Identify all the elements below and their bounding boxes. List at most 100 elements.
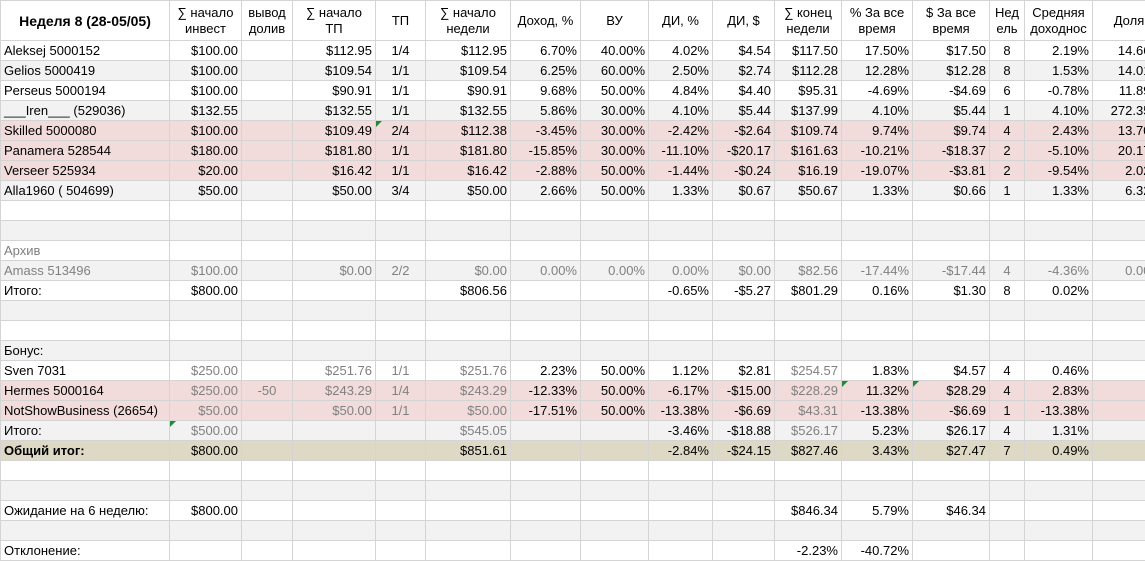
- cell-tp[interactable]: [376, 501, 426, 521]
- cell-vu[interactable]: 40.00%: [581, 41, 649, 61]
- cell-di-usd[interactable]: [713, 541, 775, 561]
- cell-vu[interactable]: [581, 281, 649, 301]
- col-header[interactable]: ∑ начало ТП: [293, 1, 376, 41]
- cell-vu[interactable]: [581, 501, 649, 521]
- cell-di-usd[interactable]: -$18.88: [713, 421, 775, 441]
- empty-cell[interactable]: [775, 241, 842, 261]
- cell-vu[interactable]: 60.00%: [581, 61, 649, 81]
- cell-avg[interactable]: 0.49%: [1025, 441, 1093, 461]
- cell-invest[interactable]: $250.00: [170, 361, 242, 381]
- cell-di-pct[interactable]: -2.84%: [649, 441, 713, 461]
- cell-di-pct[interactable]: [649, 521, 713, 541]
- cell-avg[interactable]: -0.78%: [1025, 81, 1093, 101]
- cell-invest[interactable]: $800.00: [170, 281, 242, 301]
- cell-di-pct[interactable]: [649, 541, 713, 561]
- cell-all-usd[interactable]: [913, 541, 990, 561]
- cell-income[interactable]: 0.00%: [511, 261, 581, 281]
- empty-cell[interactable]: [775, 341, 842, 361]
- empty-cell[interactable]: [293, 341, 376, 361]
- cell-all-pct[interactable]: 17.50%: [842, 41, 913, 61]
- cell-vu[interactable]: [581, 301, 649, 321]
- col-header[interactable]: ВУ: [581, 1, 649, 41]
- cell-week-start[interactable]: $0.00: [426, 261, 511, 281]
- cell-all-pct[interactable]: -40.72%: [842, 541, 913, 561]
- cell-di-usd[interactable]: -$5.27: [713, 281, 775, 301]
- cell-vu[interactable]: 30.00%: [581, 101, 649, 121]
- cell-avg[interactable]: 4.10%: [1025, 101, 1093, 121]
- cell-withdraw[interactable]: [242, 261, 293, 281]
- cell-week-end[interactable]: -2.23%: [775, 541, 842, 561]
- cell-avg[interactable]: 0.46%: [1025, 361, 1093, 381]
- cell-invest[interactable]: $250.00: [170, 381, 242, 401]
- cell-withdraw[interactable]: [242, 441, 293, 461]
- cell-all-usd[interactable]: -$3.81: [913, 161, 990, 181]
- col-header[interactable]: ∑ конец недели: [775, 1, 842, 41]
- cell-week-start[interactable]: $251.76: [426, 361, 511, 381]
- cell-week-end[interactable]: [775, 461, 842, 481]
- cell-name[interactable]: Perseus 5000194: [1, 81, 170, 101]
- empty-cell[interactable]: [1025, 241, 1093, 261]
- empty-cell[interactable]: [426, 341, 511, 361]
- empty-cell[interactable]: [426, 241, 511, 261]
- cell-all-pct[interactable]: -19.07%: [842, 161, 913, 181]
- cell-withdraw[interactable]: [242, 501, 293, 521]
- cell-all-pct[interactable]: -13.38%: [842, 401, 913, 421]
- empty-cell[interactable]: [376, 341, 426, 361]
- cell-di-usd[interactable]: $2.74: [713, 61, 775, 81]
- cell-di-pct[interactable]: -3.46%: [649, 421, 713, 441]
- cell-share[interactable]: [1093, 361, 1145, 381]
- cell-week-start[interactable]: [426, 481, 511, 501]
- cell-all-pct[interactable]: 3.43%: [842, 441, 913, 461]
- empty-cell[interactable]: [242, 341, 293, 361]
- cell-all-pct[interactable]: -4.69%: [842, 81, 913, 101]
- cell-name[interactable]: NotShowBusiness (26654): [1, 401, 170, 421]
- cell-name[interactable]: Alla1960 ( 504699): [1, 181, 170, 201]
- cell-share[interactable]: 14.66%: [1093, 41, 1145, 61]
- cell-tp[interactable]: 1/1: [376, 101, 426, 121]
- cell-share[interactable]: [1093, 441, 1145, 461]
- cell-all-usd[interactable]: -$18.37: [913, 141, 990, 161]
- col-header[interactable]: Доля: [1093, 1, 1145, 41]
- cell-name[interactable]: [1, 521, 170, 541]
- cell-week-end[interactable]: $43.31: [775, 401, 842, 421]
- cell-tp[interactable]: [376, 201, 426, 221]
- cell-all-usd[interactable]: -$4.69: [913, 81, 990, 101]
- cell-tp[interactable]: 1/1: [376, 161, 426, 181]
- cell-share[interactable]: [1093, 281, 1145, 301]
- cell-tp[interactable]: [376, 461, 426, 481]
- cell-di-pct[interactable]: 4.02%: [649, 41, 713, 61]
- cell-vu[interactable]: [581, 541, 649, 561]
- cell-name[interactable]: [1, 481, 170, 501]
- cell-tp-start[interactable]: [293, 421, 376, 441]
- col-header[interactable]: ДИ, $: [713, 1, 775, 41]
- cell-weeks[interactable]: [990, 301, 1025, 321]
- cell-all-usd[interactable]: -$17.44: [913, 261, 990, 281]
- col-header[interactable]: % За все время: [842, 1, 913, 41]
- cell-tp-start[interactable]: $132.55: [293, 101, 376, 121]
- cell-invest[interactable]: [170, 461, 242, 481]
- empty-cell[interactable]: [842, 241, 913, 261]
- cell-withdraw[interactable]: [242, 161, 293, 181]
- empty-cell[interactable]: [913, 241, 990, 261]
- cell-name[interactable]: Aleksej 5000152: [1, 41, 170, 61]
- cell-weeks[interactable]: 8: [990, 281, 1025, 301]
- cell-withdraw[interactable]: [242, 81, 293, 101]
- cell-withdraw[interactable]: [242, 281, 293, 301]
- cell-withdraw[interactable]: [242, 521, 293, 541]
- cell-weeks[interactable]: [990, 201, 1025, 221]
- empty-cell[interactable]: [581, 241, 649, 261]
- cell-di-pct[interactable]: -11.10%: [649, 141, 713, 161]
- cell-all-usd[interactable]: $28.29: [913, 381, 990, 401]
- cell-week-start[interactable]: [426, 321, 511, 341]
- cell-withdraw[interactable]: [242, 421, 293, 441]
- cell-avg[interactable]: -5.10%: [1025, 141, 1093, 161]
- empty-cell[interactable]: [990, 241, 1025, 261]
- cell-income[interactable]: -3.45%: [511, 121, 581, 141]
- cell-di-usd[interactable]: [713, 521, 775, 541]
- cell-income[interactable]: 6.70%: [511, 41, 581, 61]
- cell-tp-start[interactable]: [293, 501, 376, 521]
- cell-di-pct[interactable]: -2.42%: [649, 121, 713, 141]
- col-header[interactable]: ∑ начало недели: [426, 1, 511, 41]
- cell-tp-start[interactable]: [293, 481, 376, 501]
- cell-tp-start[interactable]: $112.95: [293, 41, 376, 61]
